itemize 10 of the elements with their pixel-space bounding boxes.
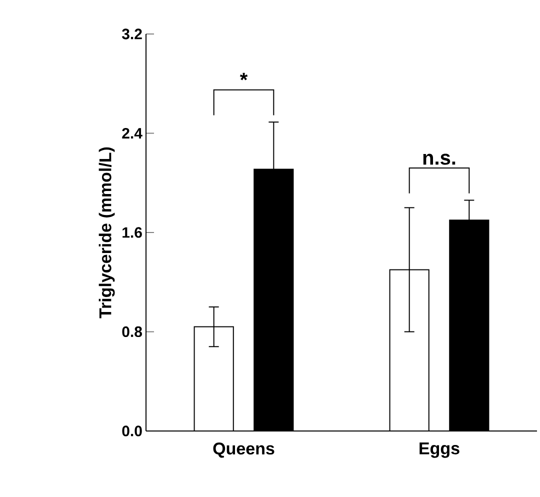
y-axis-title: Triglyceride (mmol/L) <box>98 147 115 318</box>
y-tick-label: 2.4 <box>122 128 142 138</box>
x-tick-label: Queens <box>213 442 274 458</box>
annotation: n.s. <box>423 154 456 165</box>
y-tick-label: 0.0 <box>122 426 142 436</box>
y-tick-label: 0.8 <box>122 326 142 338</box>
y-tick-label: 3.2 <box>122 28 142 40</box>
x-tick-label: Eggs <box>420 442 460 458</box>
annotation: * <box>240 72 248 80</box>
y-tick-label: 1.6 <box>122 227 142 238</box>
